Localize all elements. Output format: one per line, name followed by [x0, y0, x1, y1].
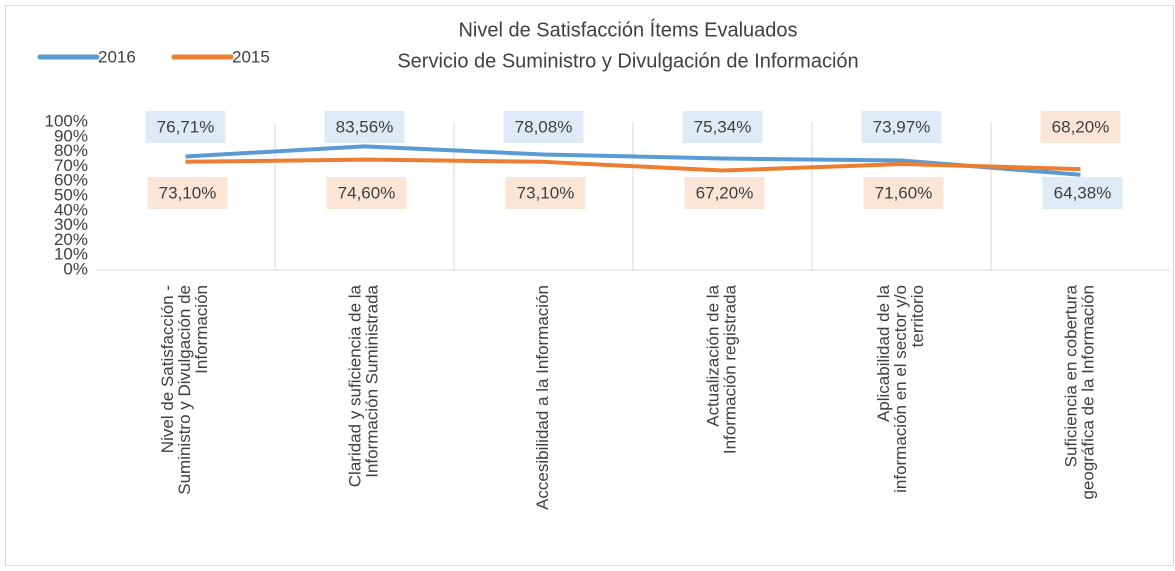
- x-tick-label: Nivel de Satisfacción -Suministro y Divu…: [158, 285, 211, 495]
- x-tick-label: Accesibilidad a la Información: [533, 285, 552, 510]
- chart-subtitle: Servicio de Suministro y Divulgación de …: [397, 50, 858, 72]
- data-label-bg: [863, 177, 944, 209]
- x-tick-label-line: Accesibilidad a la Información: [533, 285, 552, 510]
- x-tick-label-line: Actualización de la: [703, 284, 722, 426]
- x-tick-label-line: información en el sector y/o: [891, 285, 910, 493]
- x-tick-label-line: Nivel de Satisfacción -: [158, 285, 177, 453]
- data-label: 68,20%: [1052, 117, 1110, 136]
- x-tick-label-line: Aplicabilidad de la: [874, 284, 893, 422]
- y-tick-label: 50%: [54, 185, 88, 204]
- x-tick-label-line: Información: [192, 285, 211, 374]
- y-tick-label: 100%: [45, 111, 88, 130]
- data-label-bg: [324, 111, 405, 143]
- data-label: 76,71%: [157, 117, 215, 136]
- y-tick-label: 60%: [54, 171, 88, 190]
- data-label: 73,10%: [517, 183, 575, 202]
- chart-border: [5, 5, 1174, 566]
- legend-label: 2016: [98, 47, 136, 66]
- data-label: 83,56%: [336, 117, 394, 136]
- data-label: 75,34%: [694, 117, 752, 136]
- data-label-bg: [503, 111, 584, 143]
- data-label-bg: [505, 177, 586, 209]
- data-label-bg: [147, 177, 228, 209]
- y-tick-label: 0%: [63, 259, 88, 278]
- data-label-bg: [684, 177, 765, 209]
- y-tick-label: 70%: [54, 156, 88, 175]
- x-tick-label: Claridad y suficiencia de laInformación …: [345, 284, 381, 487]
- data-label: 74,60%: [338, 183, 396, 202]
- data-label: 78,08%: [515, 117, 573, 136]
- y-tick-label: 80%: [54, 141, 88, 160]
- data-label-bg: [326, 177, 407, 209]
- legend-label: 2015: [232, 47, 270, 66]
- data-label-bg: [1042, 177, 1123, 209]
- x-tick-label-line: Suministro y Divulgación de: [175, 285, 194, 495]
- data-label-bg: [145, 111, 226, 143]
- x-tick-label-line: Información registrada: [720, 284, 739, 454]
- data-label: 64,38%: [1054, 183, 1112, 202]
- y-tick-label: 20%: [54, 230, 88, 249]
- data-label: 73,10%: [159, 183, 217, 202]
- x-tick-label-line: Suficiencia en cobertura: [1061, 284, 1080, 467]
- x-tick-label-line: geográfica de la Información: [1078, 285, 1097, 500]
- y-tick-label: 40%: [54, 200, 88, 219]
- x-tick-label-line: territorio: [908, 285, 927, 347]
- x-tick-label-line: Claridad y suficiencia de la: [345, 284, 364, 487]
- data-label: 67,20%: [696, 183, 754, 202]
- data-label: 71,60%: [875, 183, 933, 202]
- data-label-bg: [861, 111, 942, 143]
- y-tick-label: 10%: [54, 245, 88, 264]
- y-tick-label: 90%: [54, 126, 88, 145]
- x-tick-label-line: Información Suministrada: [362, 284, 381, 477]
- chart-title: Nivel de Satisfacción Ítems Evaluados: [458, 18, 797, 41]
- y-tick-label: 30%: [54, 215, 88, 234]
- data-label: 73,97%: [873, 117, 931, 136]
- data-label-bg: [682, 111, 763, 143]
- data-label-bg: [1040, 111, 1121, 143]
- series-line: [185, 157, 1081, 173]
